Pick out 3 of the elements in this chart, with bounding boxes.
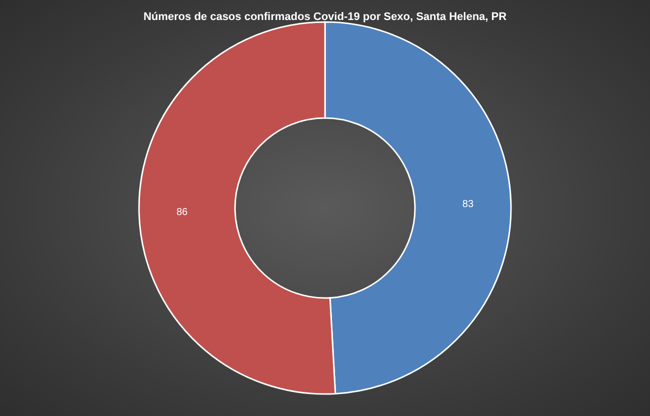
data-label: 83 bbox=[462, 199, 474, 210]
data-label: 86 bbox=[176, 206, 188, 218]
chart-title: Números de casos confirmados Covid-19 por Sexo, Santa Helena, PR bbox=[143, 11, 507, 23]
